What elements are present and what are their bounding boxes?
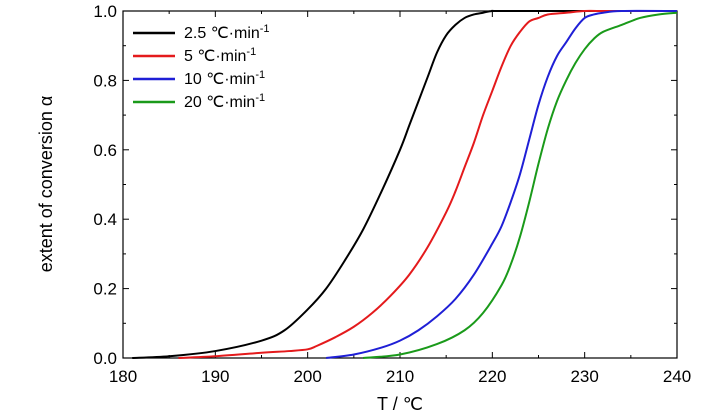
series-line-1	[178, 9, 677, 359]
x-tick-label: 190	[201, 367, 229, 386]
y-axis: 0.0 0.2 0.4 0.6 0.8 1.0	[93, 2, 677, 368]
x-tick-label: 200	[293, 367, 321, 386]
x-axis-label: T / ℃	[377, 394, 423, 414]
legend-label-0: 2.5 ℃·min-1	[184, 23, 270, 42]
y-axis-label: extent of conversion α	[36, 96, 56, 273]
y-tick-label: 0.8	[93, 71, 117, 90]
series-lines	[132, 9, 678, 359]
legend: 2.5 ℃·min-1 5 ℃·min-1 10 ℃·min-1 20 ℃·min-1	[133, 23, 270, 111]
y-tick-label: 1.0	[93, 2, 117, 21]
x-tick-label: 210	[386, 367, 414, 386]
legend-label-3: 20 ℃·min-1	[184, 92, 265, 111]
series-line-0	[132, 9, 677, 359]
y-tick-label: 0.2	[93, 280, 117, 299]
x-axis: 180 190 200 210 220 230 240	[109, 11, 691, 386]
x-tick-label: 230	[570, 367, 598, 386]
y-tick-label: 0.4	[93, 210, 117, 229]
series-line-3	[362, 11, 678, 359]
x-tick-label: 220	[478, 367, 506, 386]
legend-label-2: 10 ℃·min-1	[184, 69, 265, 88]
legend-label-1: 5 ℃·min-1	[184, 46, 256, 65]
x-tick-label: 180	[109, 367, 137, 386]
y-tick-label: 0.6	[93, 141, 117, 160]
series-line-2	[326, 9, 678, 359]
x-tick-label: 240	[663, 367, 691, 386]
y-tick-label: 0.0	[93, 349, 117, 368]
